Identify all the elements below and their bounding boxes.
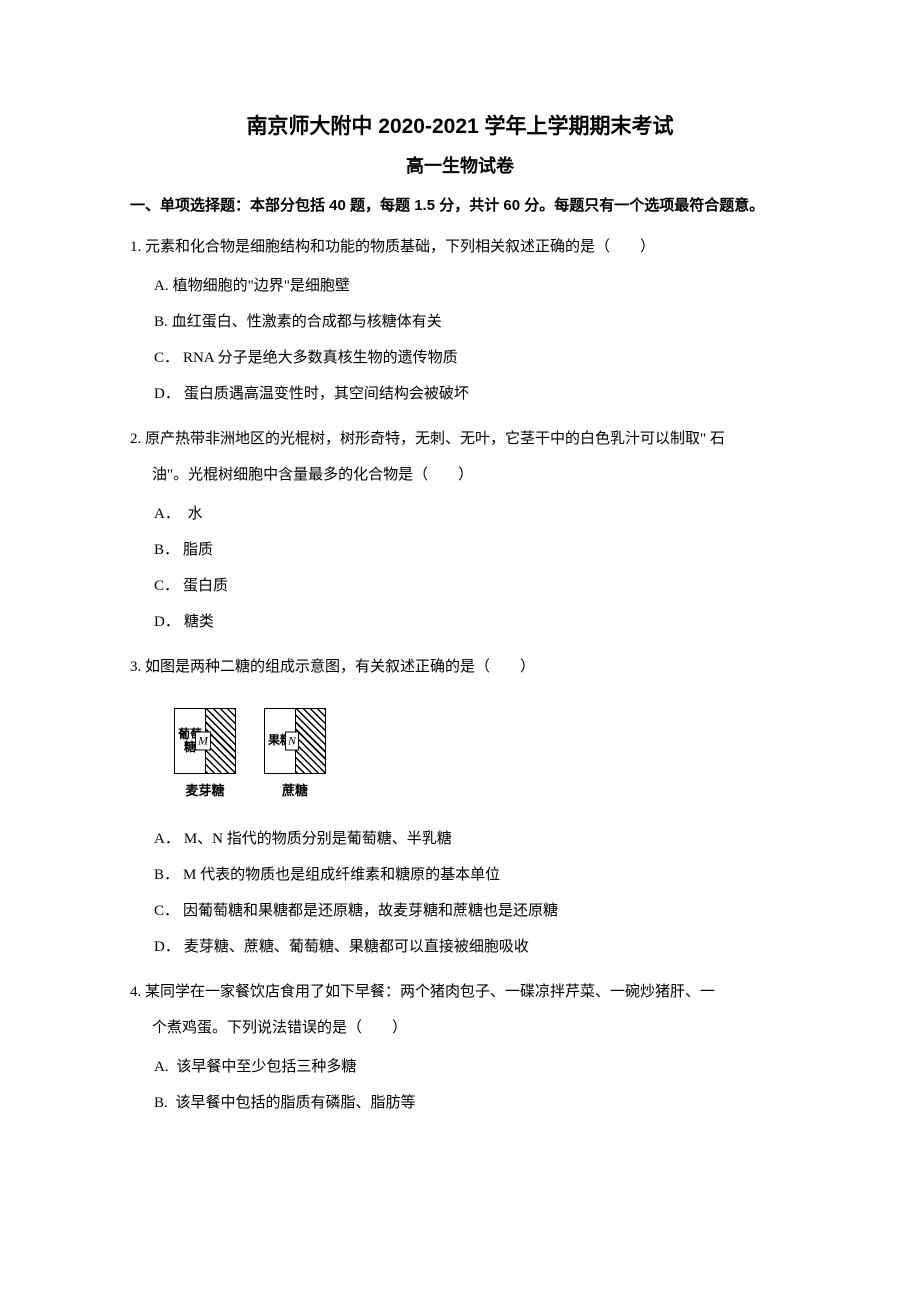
question-text: 原产热带非洲地区的光棍树，树形奇特，无刺、无叶，它茎干中的白色乳汁可以制取" 石	[145, 431, 725, 447]
question-stem: 4. 某同学在一家餐饮店食用了如下早餐：两个猪肉包子、一碟凉拌芹菜、一碗炒猪肝、…	[130, 977, 790, 1007]
option-label: B.	[154, 1095, 168, 1111]
option-label: C．	[154, 903, 179, 919]
question-stem: 2. 原产热带非洲地区的光棍树，树形奇特，无刺、无叶，它茎干中的白色乳汁可以制取…	[130, 424, 790, 454]
option-a: A.植物细胞的"边界"是细胞壁	[130, 268, 790, 304]
question-stem: 3. 如图是两种二糖的组成示意图，有关叙述正确的是（ ）	[130, 652, 790, 682]
question-4: 4. 某同学在一家餐饮店食用了如下早餐：两个猪肉包子、一碟凉拌芹菜、一碗炒猪肝、…	[130, 977, 790, 1121]
option-text: 蛋白质遇高温变性时，其空间结构会被破坏	[184, 386, 469, 402]
options: A．M、N 指代的物质分别是葡萄糖、半乳糖 B．M 代表的物质也是组成纤维素和糖…	[130, 821, 790, 965]
option-d: D．麦芽糖、蔗糖、葡萄糖、果糖都可以直接被细胞吸收	[130, 929, 790, 965]
option-text: 该早餐中包括的脂质有磷脂、脂肪等	[172, 1095, 416, 1111]
option-label: D．	[154, 614, 180, 630]
question-2: 2. 原产热带非洲地区的光棍树，树形奇特，无刺、无叶，它茎干中的白色乳汁可以制取…	[130, 424, 790, 640]
question-1: 1. 元素和化合物是细胞结构和功能的物质基础，下列相关叙述正确的是（ ） A.植…	[130, 232, 790, 412]
option-label: B．	[154, 867, 179, 883]
question-number: 4.	[130, 984, 141, 1000]
maltose-caption: 麦芽糖	[185, 780, 224, 799]
option-label: A.	[154, 278, 169, 294]
section-description: 一、单项选择题：本部分包括 40 题，每题 1.5 分，共计 60 分。每题只有…	[130, 194, 790, 218]
option-label: D．	[154, 386, 180, 402]
exam-title-sub: 高一生物试卷	[130, 152, 790, 178]
option-c: C．RNA 分子是绝大多数真核生物的遗传物质	[130, 340, 790, 376]
question-number: 2.	[130, 431, 141, 447]
option-label: B．	[154, 542, 179, 558]
option-label: C．	[154, 578, 179, 594]
sucrose-caption: 蔗糖	[282, 780, 308, 799]
option-text: 脂质	[183, 542, 213, 558]
question-number: 3.	[130, 659, 141, 675]
option-a: A． 水	[130, 496, 790, 532]
option-b: B．M 代表的物质也是组成纤维素和糖原的基本单位	[130, 857, 790, 893]
option-label: A．	[154, 506, 180, 522]
option-text: 蛋白质	[183, 578, 228, 594]
option-text: M、N 指代的物质分别是葡萄糖、半乳糖	[184, 831, 452, 847]
question-text: 如图是两种二糖的组成示意图，有关叙述正确的是（ ）	[145, 659, 535, 675]
letter-m: M	[195, 732, 211, 751]
option-b: B.血红蛋白、性激素的合成都与核糖体有关	[130, 304, 790, 340]
disaccharide-diagram: 葡萄糖 M 麦芽糖 果糖 N 蔗糖	[174, 708, 790, 799]
maltose-block: 葡萄糖 M 麦芽糖	[174, 708, 236, 799]
sugar-box-right: 果糖 N	[264, 708, 326, 774]
option-label: C．	[154, 350, 179, 366]
option-text: 麦芽糖、蔗糖、葡萄糖、果糖都可以直接被细胞吸收	[184, 939, 529, 955]
option-label: D．	[154, 939, 180, 955]
options: A.植物细胞的"边界"是细胞壁 B.血红蛋白、性激素的合成都与核糖体有关 C．R…	[130, 268, 790, 412]
sucrose-block: 果糖 N 蔗糖	[264, 708, 326, 799]
question-stem-continued: 油"。光棍树细胞中含量最多的化合物是（ ）	[130, 460, 790, 490]
option-b: B．脂质	[130, 532, 790, 568]
option-label: A．	[154, 831, 180, 847]
letter-n: N	[285, 732, 299, 751]
option-c: C．蛋白质	[130, 568, 790, 604]
option-label: A.	[154, 1059, 169, 1075]
option-text: 血红蛋白、性激素的合成都与核糖体有关	[172, 314, 442, 330]
hatch-area: N	[295, 709, 325, 773]
question-stem-continued: 个煮鸡蛋。下列说法错误的是（ ）	[130, 1013, 790, 1043]
options: A. 该早餐中至少包括三种多糖 B. 该早餐中包括的脂质有磷脂、脂肪等	[130, 1049, 790, 1121]
option-text: 该早餐中至少包括三种多糖	[173, 1059, 357, 1075]
hatch-pattern	[296, 709, 325, 773]
question-stem: 1. 元素和化合物是细胞结构和功能的物质基础，下列相关叙述正确的是（ ）	[130, 232, 790, 262]
option-a: A. 该早餐中至少包括三种多糖	[130, 1049, 790, 1085]
option-b: B. 该早餐中包括的脂质有磷脂、脂肪等	[130, 1085, 790, 1121]
option-text: RNA 分子是绝大多数真核生物的遗传物质	[183, 350, 458, 366]
option-text: 因葡萄糖和果糖都是还原糖，故麦芽糖和蔗糖也是还原糖	[183, 903, 558, 919]
sugar-box-left: 葡萄糖 M	[174, 708, 236, 774]
option-d: D．糖类	[130, 604, 790, 640]
question-text: 某同学在一家餐饮店食用了如下早餐：两个猪肉包子、一碟凉拌芹菜、一碗炒猪肝、一	[145, 984, 715, 1000]
question-text: 元素和化合物是细胞结构和功能的物质基础，下列相关叙述正确的是（ ）	[145, 239, 655, 255]
option-c: C．因葡萄糖和果糖都是还原糖，故麦芽糖和蔗糖也是还原糖	[130, 893, 790, 929]
option-text: 水	[184, 506, 203, 522]
option-label: B.	[154, 314, 168, 330]
question-3: 3. 如图是两种二糖的组成示意图，有关叙述正确的是（ ） 葡萄糖 M 麦芽糖 果…	[130, 652, 790, 965]
option-a: A．M、N 指代的物质分别是葡萄糖、半乳糖	[130, 821, 790, 857]
exam-title-main: 南京师大附中 2020-2021 学年上学期期末考试	[130, 110, 790, 140]
option-text: 植物细胞的"边界"是细胞壁	[173, 278, 350, 294]
options: A． 水 B．脂质 C．蛋白质 D．糖类	[130, 496, 790, 640]
option-text: M 代表的物质也是组成纤维素和糖原的基本单位	[183, 867, 500, 883]
hatch-area: M	[205, 709, 235, 773]
option-d: D．蛋白质遇高温变性时，其空间结构会被破坏	[130, 376, 790, 412]
question-number: 1.	[130, 239, 141, 255]
option-text: 糖类	[184, 614, 214, 630]
